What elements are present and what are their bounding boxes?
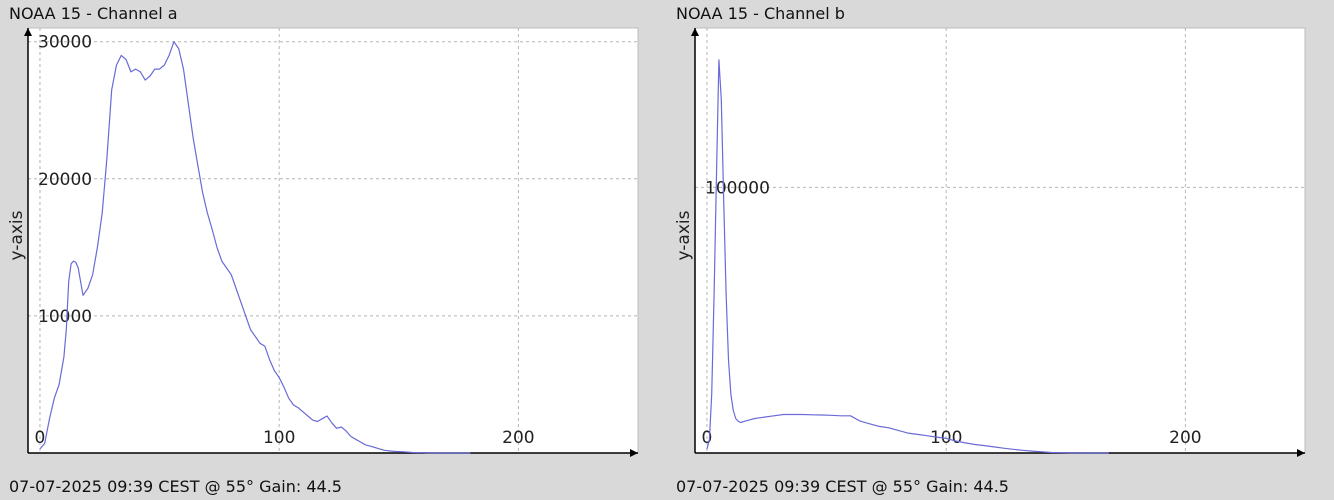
y-tick-label: 20000 [38, 170, 92, 190]
x-axis-arrow [630, 449, 638, 457]
y-tick-label: 30000 [38, 33, 92, 53]
chart-panel-a: NOAA 15 - Channel a 0 100 200 10000 20000 300… [7, 4, 639, 496]
x-tick-label: 0 [35, 428, 46, 448]
x-tick-label: 0 [702, 428, 713, 448]
y-axis-label: y-axis [7, 210, 27, 260]
plot-area [694, 27, 1306, 454]
x-tick-label: 200 [1169, 428, 1201, 448]
chart-title: NOAA 15 - Channel a [9, 4, 178, 23]
x-tick-label: 100 [263, 428, 295, 448]
chart-footer: 07-07-2025 09:39 CEST @ 55° Gain: 44.5 [9, 477, 342, 496]
x-tick-label: 200 [502, 428, 534, 448]
chart-title: NOAA 15 - Channel b [676, 4, 845, 23]
y-tick-label: 10000 [38, 307, 92, 327]
y-axis-arrow [691, 28, 699, 36]
chart-panel-b: NOAA 15 - Channel b 0 100 200 100000 y-axis … [667, 0, 1334, 500]
series-line [39, 41, 471, 454]
y-tick-label: 100000 [705, 178, 770, 198]
series-line [706, 59, 1109, 454]
chart-footer: 07-07-2025 09:39 CEST @ 55° Gain: 44.5 [676, 477, 1009, 496]
x-axis-arrow [1297, 449, 1305, 457]
y-axis-arrow [24, 28, 32, 36]
y-axis-label: y-axis [674, 210, 694, 260]
plot-area [27, 27, 639, 454]
line-chart: 0 100 200 10000 20000 30000 y-axis [7, 27, 639, 457]
